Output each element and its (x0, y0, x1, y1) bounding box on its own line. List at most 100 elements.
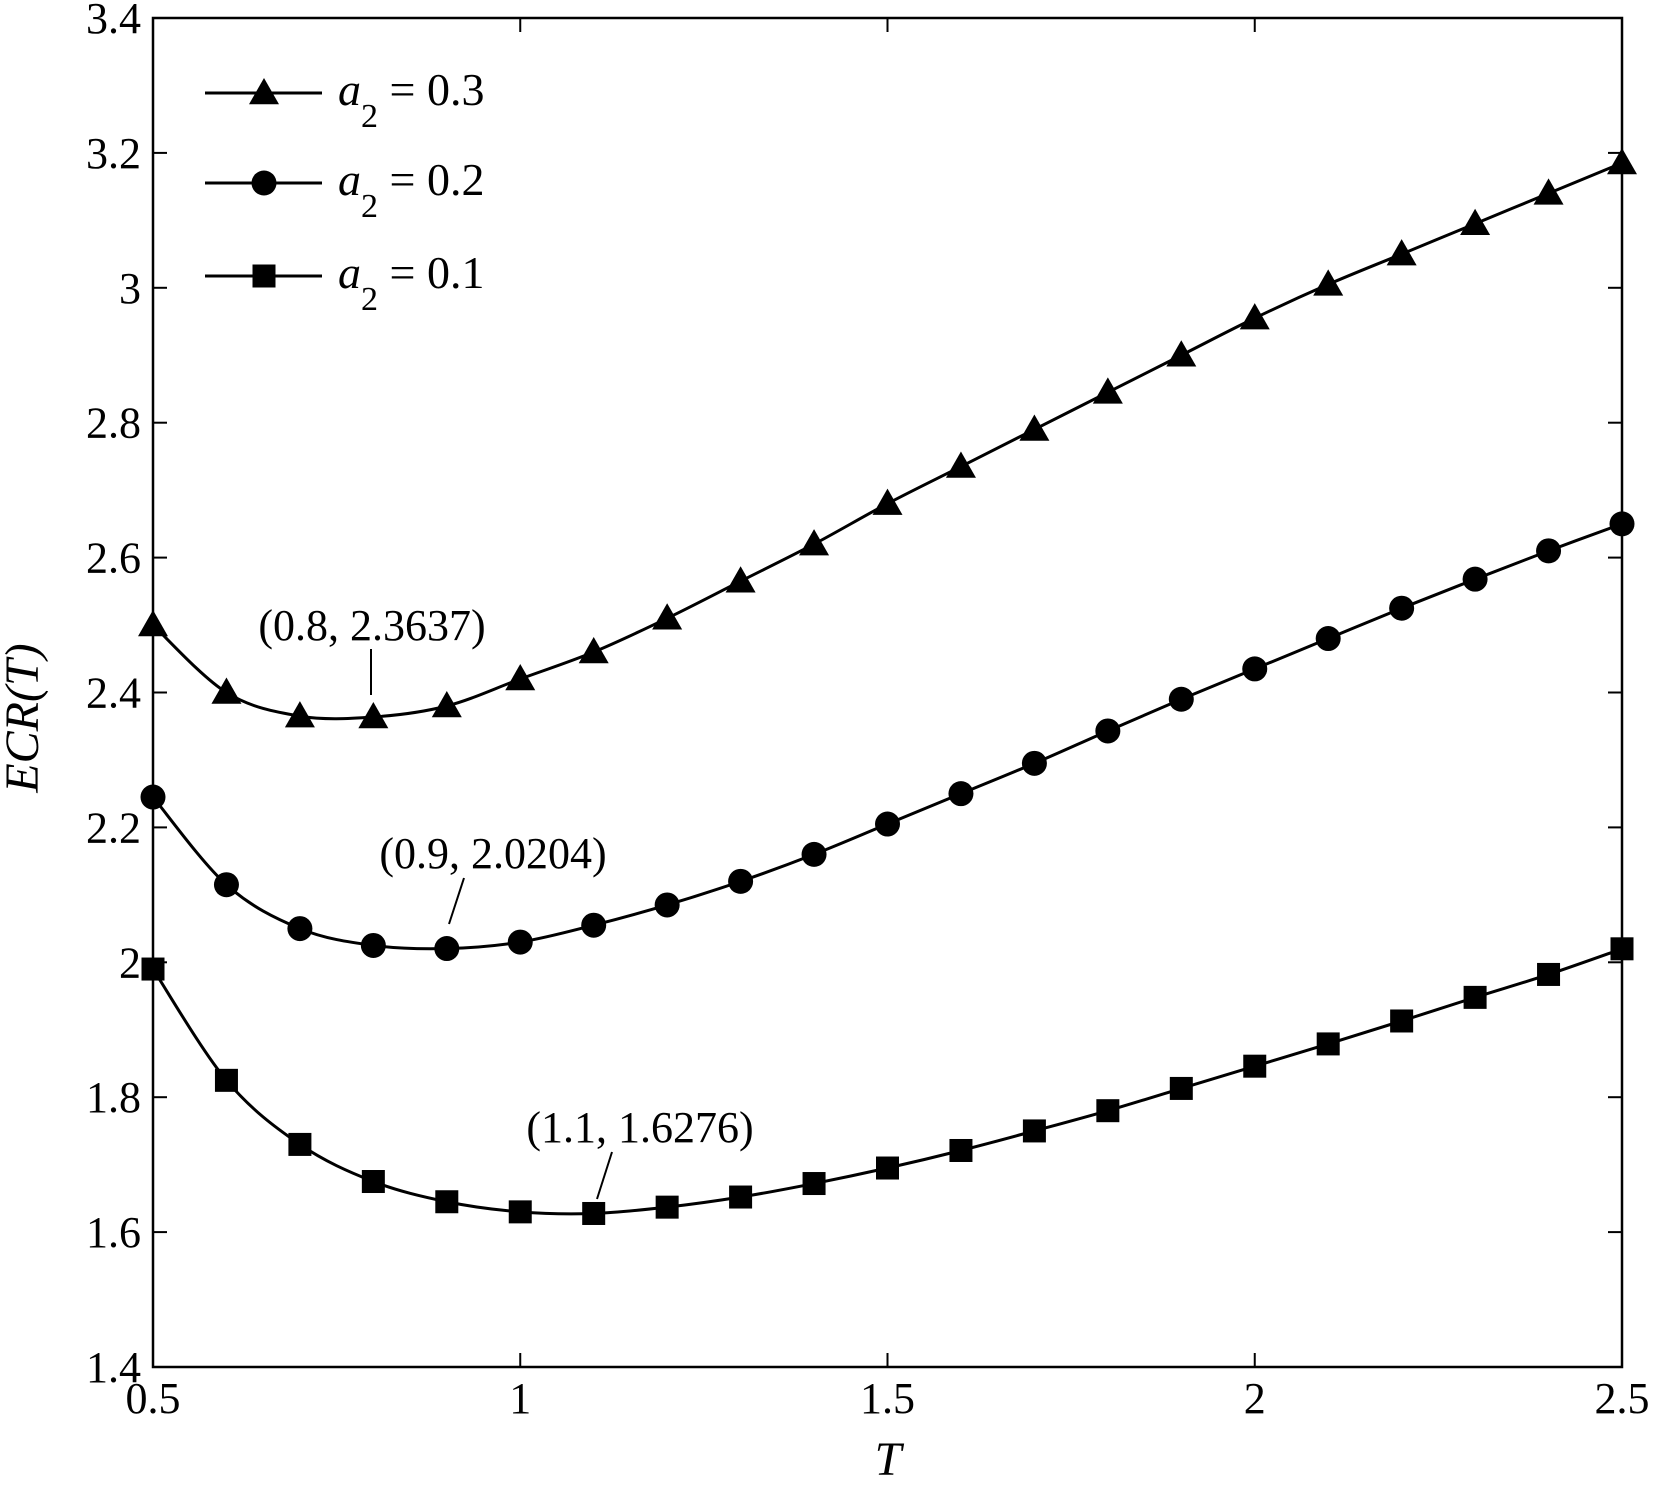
data-point-square (949, 1138, 973, 1162)
data-point-circle (507, 929, 533, 955)
annotations: (0.8, 2.3637) (0.9, 2.0204) (1.1, 1.6276) (258, 601, 754, 1200)
legend-marker-circle (251, 170, 277, 196)
data-point-circle (1021, 750, 1047, 776)
data-point-triangle (872, 488, 903, 515)
data-point-triangle (1239, 303, 1270, 330)
data-point-circle (360, 932, 386, 958)
data-point-square (1022, 1119, 1046, 1143)
legend-label-value: = 0.2 (378, 154, 484, 205)
y-tick-label: 2 (119, 938, 141, 987)
axis-tick-labels: 0.5 1 1.5 2 2.5 1.4 1.6 1.8 2 2.2 2.4 2.6 2.8 3 3.2 3.4 (86, 0, 1650, 1423)
data-point-triangle (211, 677, 242, 704)
legend-label: a2 = 0.3 (338, 64, 484, 135)
data-point-triangle (725, 566, 756, 593)
annotation-label: (0.9, 2.0204) (379, 829, 606, 878)
series-lines (151, 161, 1623, 1216)
data-point-triangle (1460, 208, 1491, 235)
data-point-triangle (284, 701, 315, 728)
legend-label-subscript: 2 (361, 188, 378, 225)
data-point-circle (1389, 595, 1415, 621)
legend-label-value: = 0.1 (378, 247, 484, 298)
legend-label-var: a (338, 154, 361, 205)
data-point-circle (801, 841, 827, 867)
data-point-circle (213, 872, 239, 898)
y-tick-label: 1.4 (86, 1343, 141, 1392)
series-line-circle (151, 522, 1623, 951)
series-markers (138, 148, 1637, 1225)
data-point-triangle (799, 529, 830, 556)
x-tick-label: 0.5 (126, 1374, 181, 1423)
legend-label-value: = 0.3 (378, 64, 484, 115)
x-tick-label: 2 (1244, 1374, 1266, 1423)
data-point-square (802, 1172, 826, 1196)
data-point-square (1096, 1099, 1120, 1123)
data-point-triangle (1166, 340, 1197, 367)
annotation-label: (1.1, 1.6276) (526, 1103, 753, 1152)
data-point-square (1169, 1076, 1193, 1100)
data-point-circle (1242, 656, 1268, 682)
legend-marker-triangle (249, 78, 279, 105)
data-point-circle (1315, 626, 1341, 652)
data-point-triangle (505, 664, 536, 691)
data-point-square (214, 1068, 238, 1092)
data-point-square (1390, 1009, 1414, 1033)
y-tick-label: 3 (119, 264, 141, 313)
legend: a2 = 0.3a2 = 0.2a2 = 0.1 (205, 64, 484, 318)
annotation-leader-line (448, 877, 465, 925)
y-tick-label: 1.8 (86, 1073, 141, 1122)
data-point-triangle (1019, 414, 1050, 441)
data-point-square (1243, 1054, 1267, 1078)
x-tick-label: 1.5 (860, 1374, 915, 1423)
data-point-circle (728, 868, 754, 894)
data-point-square (1316, 1032, 1340, 1056)
data-point-square (876, 1156, 899, 1180)
data-point-circle (875, 811, 900, 837)
data-point-square (1537, 962, 1561, 986)
data-point-triangle (945, 451, 976, 478)
data-point-circle (1462, 566, 1488, 592)
data-point-square (361, 1170, 385, 1194)
annotation-leader-line (596, 1151, 613, 1200)
data-point-square (582, 1201, 606, 1225)
y-axis-title: ECR(T) (0, 643, 49, 793)
y-tick-label: 2.4 (86, 669, 141, 718)
legend-marker-square (252, 264, 276, 288)
x-tick-label: 1 (509, 1374, 531, 1423)
annotation-label: (0.8, 2.3637) (258, 601, 485, 650)
data-point-square (508, 1200, 532, 1224)
data-point-circle (1095, 718, 1121, 744)
data-point-square (288, 1132, 312, 1156)
data-point-circle (287, 916, 313, 942)
x-tick-label: 2.5 (1595, 1374, 1650, 1423)
axis-ticks (152, 17, 1623, 1368)
data-point-triangle (1533, 178, 1564, 205)
legend-label: a2 = 0.2 (338, 154, 484, 225)
legend-label-subscript: 2 (361, 98, 378, 135)
y-tick-label: 3.4 (86, 0, 141, 43)
legend-label-subscript: 2 (361, 281, 378, 318)
data-point-circle (581, 912, 607, 938)
data-point-triangle (358, 701, 389, 729)
data-point-triangle (652, 603, 683, 630)
y-tick-label: 2.6 (86, 534, 141, 583)
y-tick-label: 2.8 (86, 399, 141, 448)
x-axis-title: T (875, 1433, 905, 1486)
data-point-circle (434, 936, 460, 962)
data-point-square (729, 1185, 753, 1209)
y-tick-label: 3.2 (86, 129, 141, 178)
y-tick-label: 2.2 (86, 803, 141, 852)
data-point-triangle (431, 690, 462, 718)
data-point-square (655, 1195, 679, 1219)
data-point-circle (654, 892, 680, 918)
data-point-triangle (1386, 239, 1417, 266)
legend-label-var: a (338, 64, 361, 115)
data-point-triangle (578, 637, 609, 664)
data-point-square (435, 1190, 459, 1214)
data-point-triangle (1092, 377, 1123, 404)
data-point-triangle (1313, 269, 1344, 296)
y-tick-label: 1.6 (86, 1208, 141, 1257)
data-point-circle (1168, 686, 1194, 712)
legend-label-var: a (338, 247, 361, 298)
